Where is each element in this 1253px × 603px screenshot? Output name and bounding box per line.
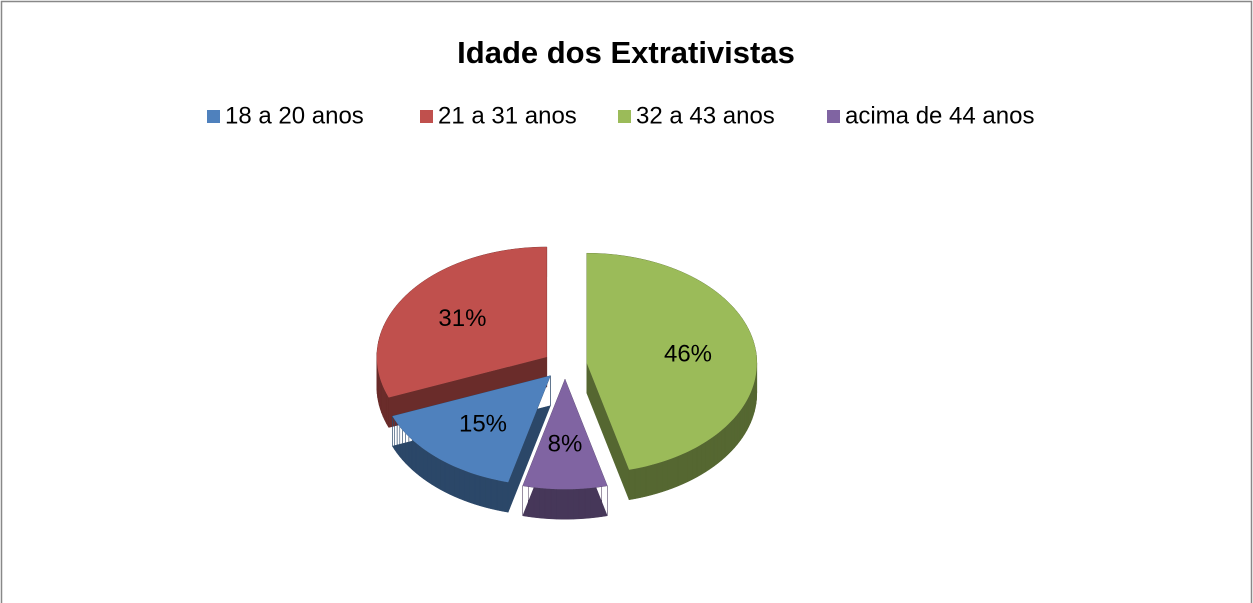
legend-swatch [618,110,631,123]
slice-top [376,246,547,398]
data-label: 31% [438,305,486,332]
legend-label: 18 a 20 anos [225,102,364,129]
slice-top [586,253,757,470]
data-label: 46% [664,340,712,367]
legend-label: 21 a 31 anos [438,102,577,129]
pie-slice [522,379,608,520]
data-label: 15% [459,411,507,438]
slice-top [392,375,551,483]
legend-swatch [827,110,840,123]
legend-label: 32 a 43 anos [636,102,775,129]
data-label: 8% [548,431,583,458]
legend-swatch [420,110,433,123]
chart-title: Idade dos Extrativistas [457,35,795,70]
legend-swatch [207,110,220,123]
legend-label: acima de 44 anos [845,102,1034,129]
slice-top [522,379,608,490]
pie-slice [586,252,758,501]
pie-slice [376,246,548,429]
pie-slice [392,375,551,513]
